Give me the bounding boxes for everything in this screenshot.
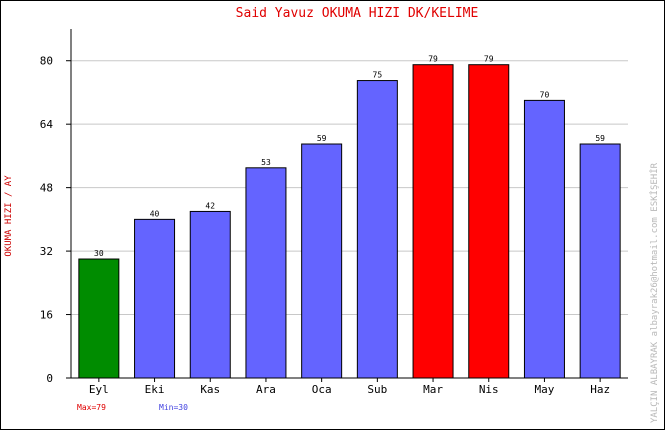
bar-value-label: 53 [261, 158, 271, 167]
chart-title: Said Yavuz OKUMA HIZI DK/KELIME [236, 6, 479, 21]
bar-kas [189, 210, 231, 379]
y-tick-label: 16 [40, 309, 53, 322]
axes: 0 16 32 48 64 80 Eyl Eki Kas Ara Oca Sub Mar Nis May Ha… [40, 29, 628, 396]
x-tick-label: Ara [256, 383, 276, 396]
bar-value-label: 59 [595, 134, 605, 143]
side-credit-text: YALÇIN ALBAYRAK albayrak26@hotmail.com E… [649, 162, 660, 423]
y-tick-label: 48 [40, 182, 53, 195]
bar-mar [412, 64, 454, 379]
bar-value-label: 30 [94, 249, 104, 258]
x-tick-label: Sub [367, 383, 387, 396]
y-tick-label: 80 [40, 55, 53, 68]
x-tick-label: Eki [145, 383, 165, 396]
bar-value-label: 79 [428, 55, 438, 64]
y-tick-label: 64 [40, 118, 54, 131]
min-label: Min=30 [159, 403, 188, 412]
bars: 30 40 42 53 59 75 79 79 70 59 [78, 55, 621, 379]
x-tick-label: Nis [479, 383, 499, 396]
x-tick-label: Kas [200, 383, 220, 396]
bar-eyl [78, 258, 120, 379]
max-label: Max=79 [77, 403, 106, 412]
bar-oca [301, 143, 343, 379]
bar-value-label: 75 [373, 71, 383, 80]
x-tick-label: Haz [590, 383, 610, 396]
bar-nis [468, 64, 510, 379]
x-tick-label: Mar [423, 383, 443, 396]
bar-haz [579, 143, 621, 379]
bar-may [523, 99, 565, 379]
bar-eki [134, 218, 176, 379]
x-tick-label: Oca [312, 383, 332, 396]
bar-sub [356, 80, 398, 379]
x-tick-label: Eyl [89, 383, 109, 396]
bar-value-label: 79 [484, 55, 494, 64]
bar-value-label: 40 [150, 209, 160, 218]
x-tick-label: May [535, 383, 555, 396]
y-tick-label: 0 [46, 372, 53, 385]
bar-value-label: 59 [317, 134, 327, 143]
bar-value-label: 70 [540, 90, 550, 99]
bar-ara [245, 167, 287, 379]
y-tick-label: 32 [40, 245, 53, 258]
y-axis-label: OKUMA HIZI / AY [4, 175, 14, 257]
bar-value-label: 42 [205, 201, 215, 210]
